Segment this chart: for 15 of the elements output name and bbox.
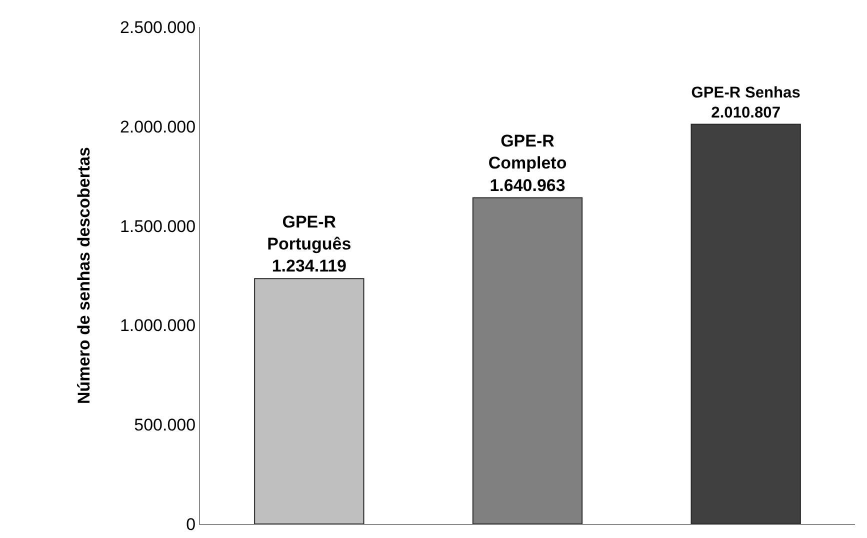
data-label: 2.010.807 <box>711 104 780 122</box>
x-tick-label: GPE-R Português <box>267 212 352 254</box>
y-tick-label: 2.500.000 <box>120 18 196 37</box>
x-tick-label: GPE-R Completo <box>488 132 567 173</box>
y-tick-label: 2.000.000 <box>120 117 196 136</box>
y-tick-label: 0 <box>186 514 196 534</box>
y-axis-title: Número de senhas descobertas <box>74 147 94 404</box>
bar <box>690 124 801 524</box>
data-label: 1.640.963 <box>490 176 566 195</box>
bar <box>254 278 364 524</box>
x-tick-label: GPE-R Senhas <box>691 84 801 102</box>
y-tick-label: 1.500.000 <box>120 216 196 236</box>
y-tick-label: 500.000 <box>134 416 196 435</box>
data-label: 1.234.119 <box>272 256 347 276</box>
y-tick-label: 1.000.000 <box>120 316 196 336</box>
